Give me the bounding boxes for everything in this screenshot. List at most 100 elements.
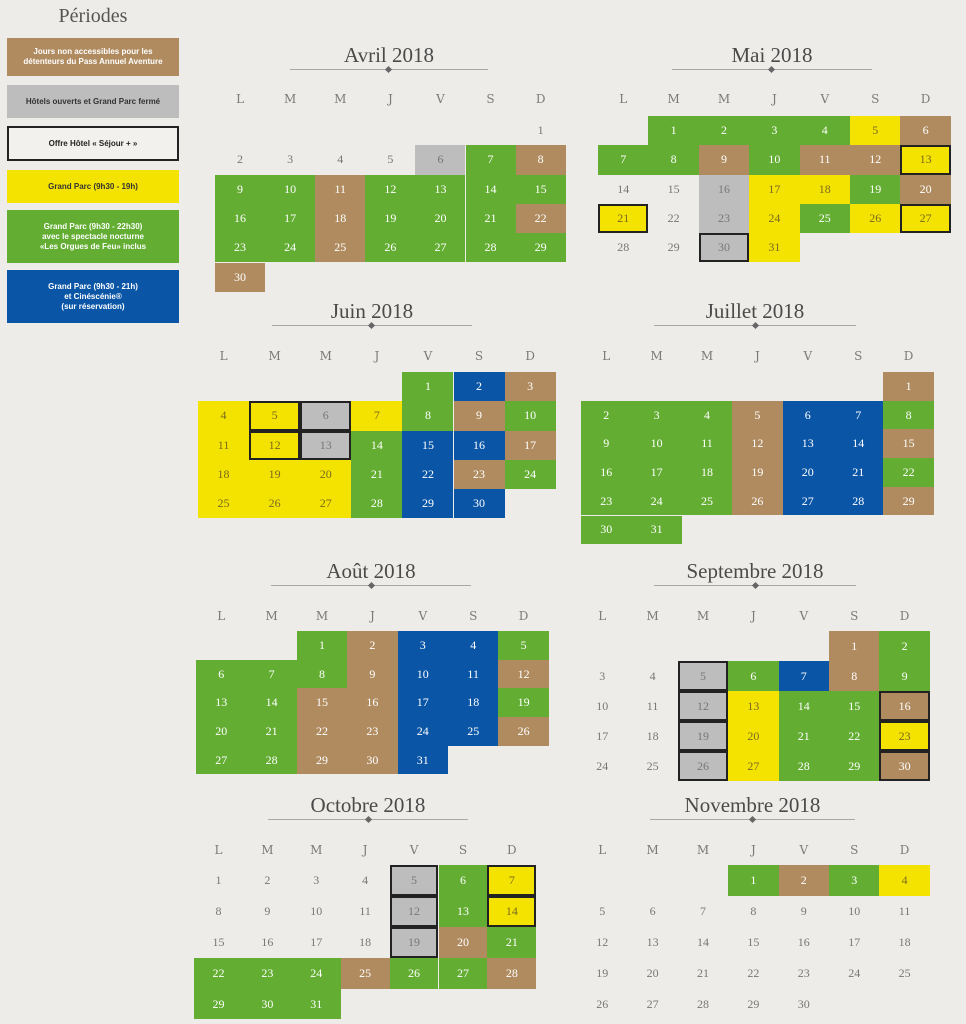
day-cell: 21	[351, 459, 403, 490]
day-cell: 15	[747, 934, 760, 949]
day-cell: 19	[249, 459, 301, 490]
day-cell: 5	[599, 903, 606, 918]
day-cell: 22	[829, 721, 880, 751]
day-cell: 11	[315, 174, 366, 204]
day-cell: 2	[698, 116, 750, 146]
weekday-header: S	[854, 349, 863, 363]
weekday-header: M	[650, 349, 663, 363]
weekday-header: M	[319, 349, 332, 363]
day-cell: 27	[646, 996, 659, 1011]
day-cell: 4	[337, 152, 344, 167]
legend-item-gy: Hôtels ouverts et Grand Parc fermé	[7, 85, 179, 118]
weekday-header: L	[598, 843, 607, 857]
day-cell: 29	[747, 996, 760, 1011]
day-cell: 11	[799, 145, 850, 175]
day-cell: 11	[646, 698, 659, 713]
day-cell: 7	[351, 401, 403, 431]
day-cell: 31	[397, 745, 448, 775]
day-cell: 1	[296, 631, 348, 660]
day-cell: 6	[196, 659, 247, 689]
weekday-header: L	[236, 92, 245, 106]
day-cell: 13	[728, 691, 779, 721]
title-divider	[650, 815, 855, 824]
day-cell: 13	[415, 174, 466, 204]
legend-item-br: Jours non accessibles pour les détenteur…	[7, 38, 179, 76]
weekday-header: V	[799, 609, 809, 623]
day-cell: 12	[389, 895, 439, 927]
day-cell: 23	[581, 486, 632, 516]
day-cell: 21	[778, 721, 829, 751]
weekday-header: V	[436, 92, 445, 106]
day-cell: 6	[782, 400, 833, 430]
day-cell: 23	[347, 717, 398, 746]
day-cell: 27	[782, 486, 833, 516]
day-cell: 2	[581, 400, 632, 430]
day-cell: 8	[750, 903, 757, 918]
day-cell: 10	[749, 145, 800, 175]
day-cell: 7	[246, 659, 297, 689]
weekday-header: D	[525, 349, 535, 363]
day-cell: 9	[581, 429, 632, 459]
day-cell: 24	[291, 957, 341, 989]
day-cell: 16	[698, 174, 750, 204]
day-cell: 4	[448, 631, 499, 660]
day-cell: 12	[732, 429, 783, 459]
day-cell: 15	[829, 691, 880, 721]
day-cell: 22	[667, 211, 680, 226]
day-cell: 6	[728, 661, 779, 691]
day-cell: 12	[850, 145, 901, 175]
weekday-header: S	[474, 349, 484, 363]
weekday-header: V	[820, 92, 830, 106]
day-cell: 27	[300, 489, 352, 519]
day-cell: 5	[677, 661, 729, 691]
day-cell: 5	[389, 865, 439, 896]
day-cell: 27	[415, 233, 466, 263]
day-cell: 28	[696, 996, 709, 1011]
weekday-header: S	[486, 92, 495, 106]
day-cell: 19	[596, 965, 609, 980]
day-cell: 2	[347, 631, 398, 660]
day-cell: 15	[402, 430, 454, 460]
day-cell: 23	[698, 203, 750, 234]
day-cell: 29	[667, 240, 680, 255]
day-cell: 9	[215, 174, 266, 204]
day-cell: 13	[782, 429, 833, 459]
day-cell: 20	[646, 965, 659, 980]
day-cell: 30	[581, 515, 632, 545]
day-cell: 14	[487, 895, 537, 927]
day-cell: 4	[681, 400, 733, 430]
legend-item-bl: Grand Parc (9h30 - 21h) et Cinéscénie® (…	[7, 270, 179, 323]
day-cell: 11	[359, 903, 371, 918]
day-cell: 3	[504, 372, 556, 402]
legend-item-ye: Grand Parc (9h30 - 19h)	[7, 170, 179, 203]
day-cell: 19	[732, 458, 783, 487]
weekday-header: M	[265, 609, 278, 623]
day-cell: 10	[848, 903, 861, 918]
weekday-header: V	[409, 843, 419, 857]
day-cell: 17	[596, 728, 609, 743]
weekday-header: M	[310, 843, 323, 857]
day-cell: 10	[397, 659, 448, 689]
title-divider	[654, 581, 856, 590]
legend-item-gr: Grand Parc (9h30 - 22h30) avec le specta…	[7, 210, 179, 263]
day-cell: 14	[696, 934, 709, 949]
day-cell: 21	[465, 203, 516, 234]
day-cell: 25	[799, 203, 850, 234]
month-title: Juin 2018	[330, 299, 414, 323]
day-cell: 7	[487, 865, 537, 896]
day-cell: 24	[265, 233, 316, 263]
day-cell: 31	[291, 988, 341, 1020]
day-cell: 20	[438, 926, 488, 958]
day-cell: 16	[797, 934, 810, 949]
title-divider	[672, 65, 872, 74]
weekday-header: J	[369, 609, 375, 623]
day-cell: 24	[397, 717, 448, 746]
weekday-header: M	[696, 843, 710, 857]
weekday-header: V	[418, 609, 428, 623]
day-cell: 16	[261, 934, 274, 949]
title-divider	[654, 321, 856, 330]
day-cell: 11	[898, 903, 911, 918]
day-cell: 29	[883, 486, 934, 516]
day-cell: 18	[448, 688, 499, 718]
weekday-header: M	[646, 843, 659, 857]
